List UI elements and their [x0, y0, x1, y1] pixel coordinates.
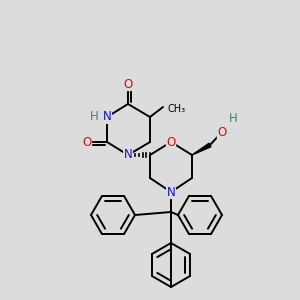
Text: O: O: [218, 125, 226, 139]
Text: O: O: [82, 136, 91, 148]
Text: H: H: [90, 110, 98, 124]
Text: O: O: [123, 77, 133, 91]
Text: CH₃: CH₃: [167, 104, 185, 114]
Text: H: H: [229, 112, 237, 124]
Text: N: N: [167, 185, 176, 199]
Text: N: N: [124, 148, 132, 161]
Text: N: N: [103, 110, 111, 124]
Polygon shape: [192, 143, 211, 155]
Text: O: O: [167, 136, 176, 148]
